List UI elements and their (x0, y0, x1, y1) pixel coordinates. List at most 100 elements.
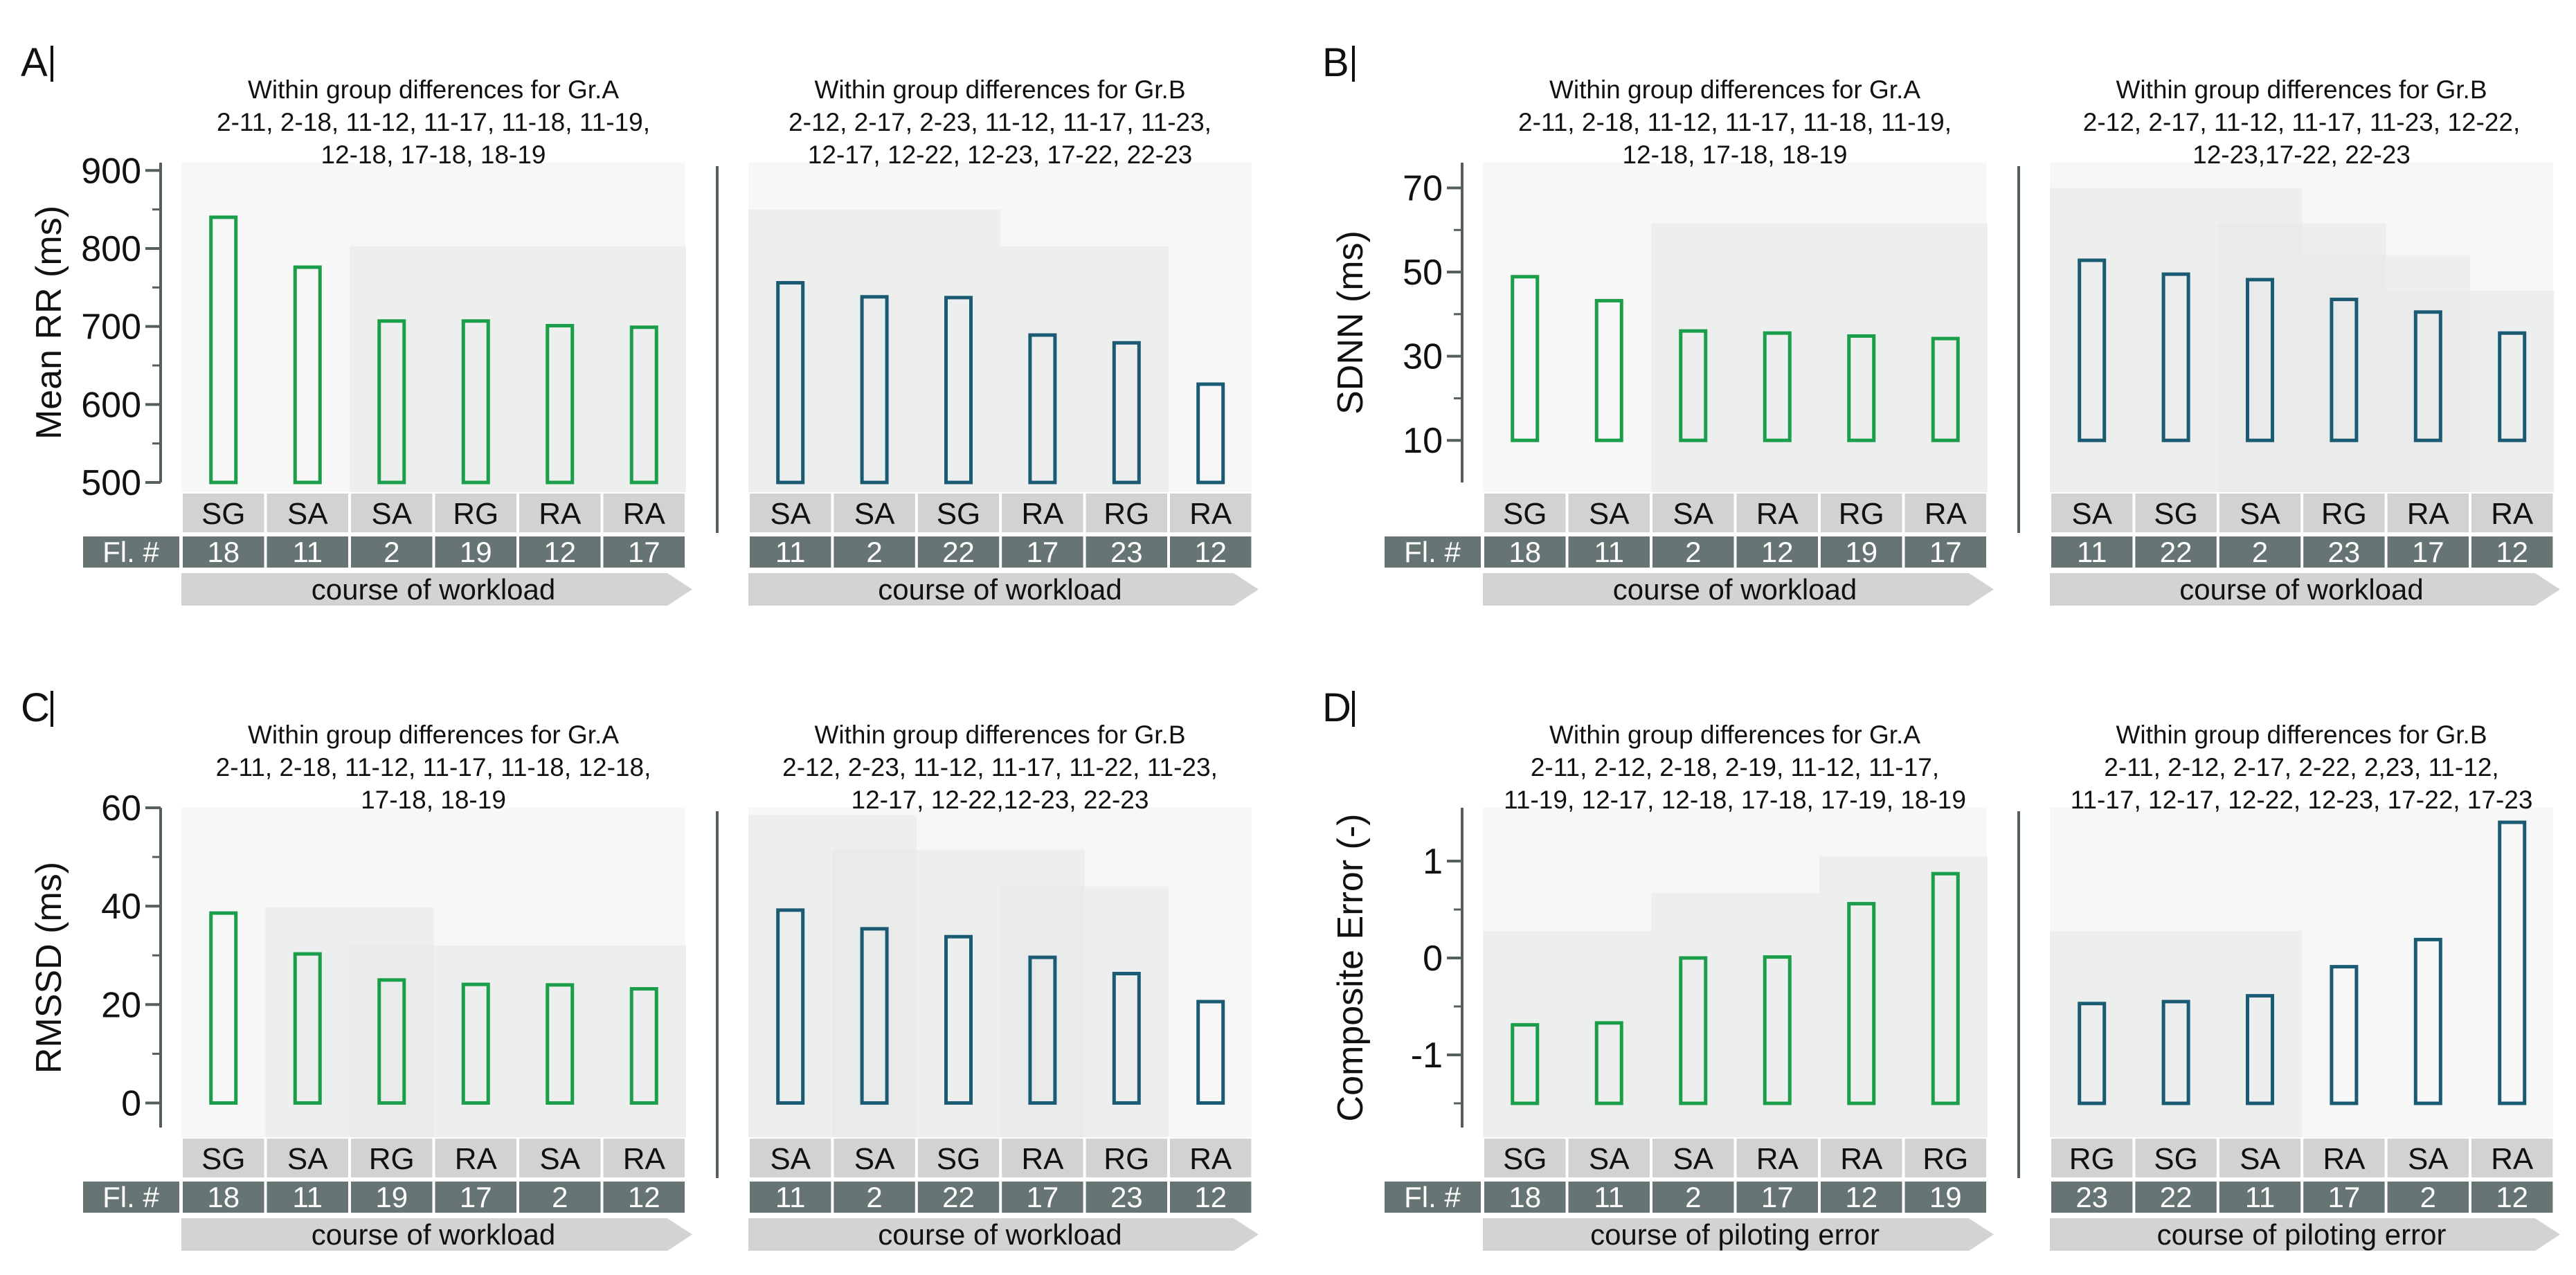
significance-shade (2386, 291, 2555, 492)
condition-box (351, 1139, 433, 1177)
bar (1511, 275, 1540, 442)
arrow-label: course of workload (312, 1218, 556, 1251)
bar (1931, 871, 1960, 1105)
condition-label: RA (2491, 497, 2534, 531)
flight-label: 11 (775, 536, 806, 568)
condition-box (917, 1139, 1000, 1177)
panel-b: B SDNN (ms) 10 30 50 70 Within group differenc… (1322, 40, 2560, 606)
pairwise-differences: 2-11, 2-18, 11-12, 11-17, 11-18, 11-19, (1518, 108, 1952, 136)
condition-box (351, 494, 433, 532)
flight-label: 17 (628, 536, 660, 568)
bar (2246, 994, 2274, 1105)
flight-box (2051, 536, 2133, 568)
y-tick-label: 20 (101, 985, 141, 1025)
flight-box (834, 536, 915, 568)
group-title: Within group differences for Gr.A (248, 721, 619, 749)
condition-label: RA (1756, 1142, 1799, 1176)
flight-box (750, 1182, 831, 1213)
bar (1196, 382, 1225, 485)
condition-box (183, 1139, 264, 1177)
flight-label: 22 (942, 536, 975, 568)
flight-box (1002, 536, 1083, 568)
condition-label: SA (2240, 497, 2280, 531)
condition-box (1086, 1139, 1167, 1177)
bar (1931, 336, 1960, 442)
panel-d: D Composite Error (-) -1 0 1 Within group dif… (1322, 685, 2560, 1251)
bar (944, 934, 973, 1105)
flight-box (1821, 1182, 1902, 1213)
flight-label: 22 (2160, 536, 2192, 568)
pairwise-differences: 2-12, 2-17, 11-12, 11-17, 11-23, 12-22, (2083, 108, 2520, 136)
condition-box (917, 494, 1000, 532)
flight-box (1652, 1182, 1734, 1213)
flight-label: 17 (1929, 536, 1962, 568)
bar (1028, 955, 1057, 1105)
condition-box (435, 1139, 516, 1177)
condition-box (1568, 494, 1650, 532)
flight-box (1086, 536, 1167, 568)
bar (2498, 820, 2527, 1105)
pairwise-differences: 12-18, 17-18, 18-19 (1622, 141, 1847, 169)
y-tick-label: 0 (1423, 939, 1443, 979)
condition-box (1002, 1139, 1083, 1177)
bar (1028, 333, 1057, 485)
y-tick-label: 800 (81, 229, 141, 269)
condition-label: RG (1104, 1142, 1149, 1176)
flight-box (2219, 536, 2301, 568)
y-tick-label: 1 (1423, 842, 1443, 882)
condition-label: SA (2071, 497, 2112, 531)
y-tick-label: 500 (81, 463, 141, 503)
y-tick-label: 600 (81, 385, 141, 425)
condition-box (267, 494, 348, 532)
condition-box (1484, 1139, 1566, 1177)
flight-box (2135, 536, 2217, 568)
condition-label: SA (2408, 1142, 2449, 1176)
condition-label: SG (937, 1142, 981, 1176)
flight-label: 17 (460, 1181, 492, 1213)
bar (293, 952, 322, 1105)
flight-label: 11 (292, 1181, 323, 1213)
flight-box (183, 536, 264, 568)
flight-label: 17 (2412, 536, 2444, 568)
bar (2330, 965, 2359, 1105)
condition-box (1484, 494, 1566, 532)
flight-label: 18 (207, 536, 240, 568)
bar (377, 978, 406, 1105)
group-title: Within group differences for Gr.A (248, 75, 619, 104)
flight-box (2387, 1182, 2469, 1213)
condition-box (1170, 494, 1252, 532)
condition-box (1568, 1139, 1650, 1177)
flight-label: 17 (1027, 536, 1059, 568)
pairwise-differences: 17-18, 18-19 (361, 786, 506, 814)
condition-label: SA (770, 1142, 811, 1176)
flight-box (183, 1182, 264, 1213)
bar (1763, 955, 1792, 1105)
group-b: Within group differences for Gr.B 2-11, 2… (2050, 721, 2560, 1251)
group-a: Within group differences for Gr.A 2-11, 2… (181, 721, 692, 1251)
bar (2330, 298, 2359, 442)
panel-letter: C (21, 685, 50, 730)
condition-box (2387, 1139, 2469, 1177)
flight-label: 12 (628, 1181, 660, 1213)
flight-box (2471, 536, 2553, 568)
condition-label: SA (770, 497, 811, 531)
y-axis-label: RMSSD (ms) (29, 862, 69, 1074)
condition-box (1904, 494, 1986, 532)
pairwise-differences: 12-18, 17-18, 18-19 (321, 141, 546, 169)
flight-label: 11 (292, 536, 323, 568)
bar (2413, 310, 2442, 442)
flight-label: 2 (2252, 536, 2268, 568)
pairwise-differences: 2-11, 2-18, 11-12, 11-17, 11-18, 12-18, (216, 753, 651, 781)
fl-label-box (1385, 536, 1481, 568)
bar (1594, 298, 1623, 442)
pairwise-differences: 2-11, 2-12, 2-18, 2-19, 11-12, 11-17, (1531, 753, 1939, 781)
flight-box (1170, 536, 1252, 568)
bar (1511, 1023, 1540, 1105)
flight-label: 2 (384, 536, 399, 568)
flight-label: 17 (2328, 1181, 2361, 1213)
y-tick-label: 700 (81, 307, 141, 347)
significance-shade (1483, 930, 1651, 1137)
group-title: Within group differences for Gr.A (1549, 75, 1920, 104)
flight-box (1904, 536, 1986, 568)
arrow (181, 573, 692, 606)
